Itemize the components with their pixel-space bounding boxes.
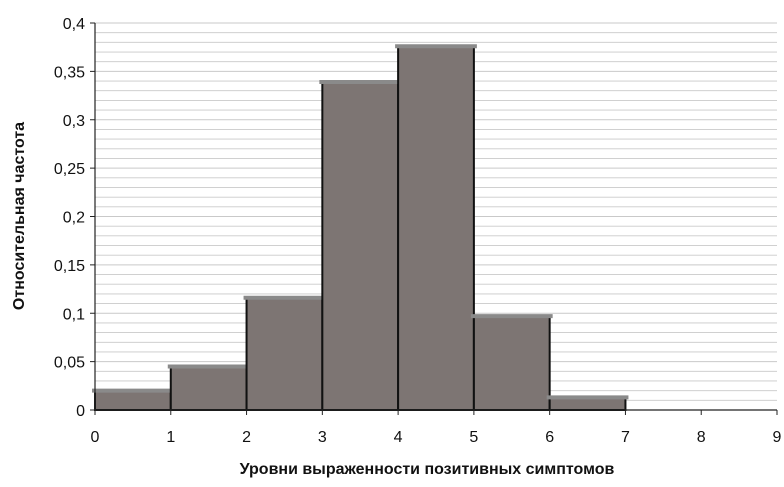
y-tick-label: 0,25 xyxy=(54,161,85,178)
histogram-bar-3 xyxy=(321,81,400,412)
y-tick-label: 0,3 xyxy=(63,113,85,130)
x-axis-title: Уровни выраженности позитивных симптомов xyxy=(240,461,615,478)
y-axis-title: Относительная частота xyxy=(11,122,28,310)
tick-labels: 0 0,05 0,1 0,15 0,2 0,25 0,3 0,35 0,4 0 1 2 3 4 5 6 7 8 9 xyxy=(54,16,782,446)
x-tick-label: 5 xyxy=(469,429,478,446)
y-tick-label: 0,35 xyxy=(54,64,85,81)
y-tick-label: 0,4 xyxy=(63,16,85,33)
x-tick-label: 8 xyxy=(697,429,706,446)
histogram-bar-2 xyxy=(245,296,324,411)
x-tick-label: 1 xyxy=(166,429,175,446)
y-tick-label: 0,15 xyxy=(54,258,85,275)
y-tick-label: 0,05 xyxy=(54,355,85,372)
x-tick-label: 7 xyxy=(621,429,630,446)
axes xyxy=(90,22,778,415)
histogram-bar-4 xyxy=(397,45,475,411)
histogram-bar-5 xyxy=(472,315,551,411)
y-tick-label: 0 xyxy=(76,403,85,420)
y-tick-label: 0,2 xyxy=(63,210,85,227)
x-tick-label: 3 xyxy=(318,429,327,446)
histogram-bar-0 xyxy=(94,389,172,411)
x-tick-label: 6 xyxy=(545,429,554,446)
histogram-bar-1 xyxy=(169,365,248,411)
histogram-bars xyxy=(92,44,629,412)
x-tick-label: 2 xyxy=(242,429,251,446)
x-tick-label: 0 xyxy=(91,429,100,446)
y-tick-label: 0,1 xyxy=(63,306,85,323)
x-tick-label: 4 xyxy=(394,429,403,446)
x-tick-label: 9 xyxy=(773,429,782,446)
